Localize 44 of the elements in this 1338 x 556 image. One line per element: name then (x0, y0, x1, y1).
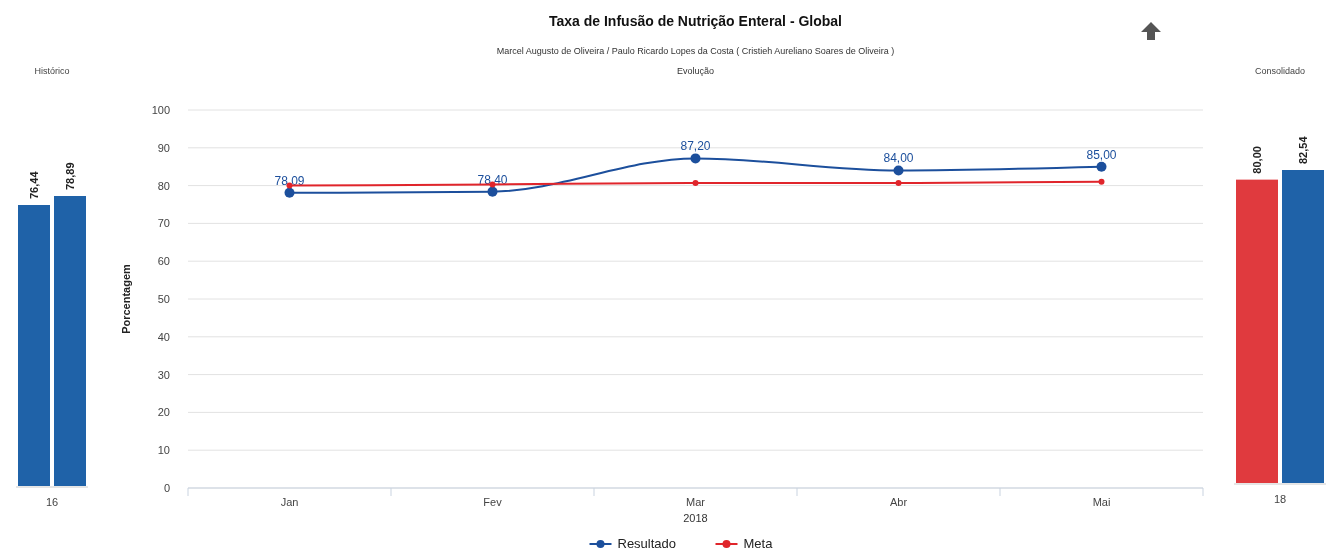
point (1098, 178, 1105, 185)
x-tick-label: Jan (280, 496, 299, 508)
point (895, 179, 902, 186)
y-tick-label: 50 (157, 293, 170, 305)
y-tick-label: 20 (157, 406, 170, 419)
data-label: 76,44 (28, 170, 40, 200)
y-tick-label: 70 (157, 217, 170, 230)
x-tick-label: Mai (1092, 496, 1111, 508)
x-tick-label: Fev (483, 496, 503, 508)
chart-title: Taxa de Infusão de Nutrição Enteral - Global (548, 13, 843, 29)
point (692, 179, 699, 186)
point (1096, 161, 1107, 172)
data-label: 82,54 (1297, 135, 1309, 164)
legend-label: Meta (743, 536, 774, 551)
y-tick-label: 40 (157, 330, 170, 343)
data-label: 78,40 (477, 172, 508, 187)
point (487, 186, 498, 197)
y-tick-label: 90 (157, 141, 170, 154)
chart-subtitle: Marcel Augusto de Oliveira / Paulo Ricardo Lopes da Costa ( Cristieh Aureliano Soares de Oliveira ) (496, 46, 895, 56)
data-label: 78,89 (64, 162, 76, 190)
y-tick-label: 80 (157, 179, 170, 192)
point (690, 153, 701, 164)
y-axis-title: Porcentagem (120, 263, 132, 334)
x-axis-title: 2018 (683, 512, 708, 524)
y-tick-label: 10 (157, 444, 170, 457)
data-label: 78,09 (274, 173, 305, 188)
y-tick-label: 30 (157, 368, 170, 381)
point (284, 187, 295, 198)
y-tick-label: 0 (163, 482, 170, 494)
legend-label: Resultado (617, 536, 677, 551)
y-tick-label: 100 (151, 104, 170, 116)
data-label: 80,00 (1251, 146, 1263, 174)
x-tick-label: 18 (1273, 493, 1287, 505)
x-tick-label: Abr (889, 496, 908, 508)
data-label: 85,00 (1086, 147, 1117, 162)
x-tick-label: 16 (45, 496, 59, 508)
data-label: 87,20 (680, 139, 711, 154)
point (893, 165, 904, 176)
chart-title: Histórico (34, 66, 70, 76)
chart-title: Consolidado (1254, 66, 1306, 76)
data-label: 84,00 (883, 151, 914, 166)
y-tick-label: 60 (157, 255, 170, 268)
text: Evolução (676, 66, 715, 76)
x-tick-label: Mar (686, 496, 706, 508)
